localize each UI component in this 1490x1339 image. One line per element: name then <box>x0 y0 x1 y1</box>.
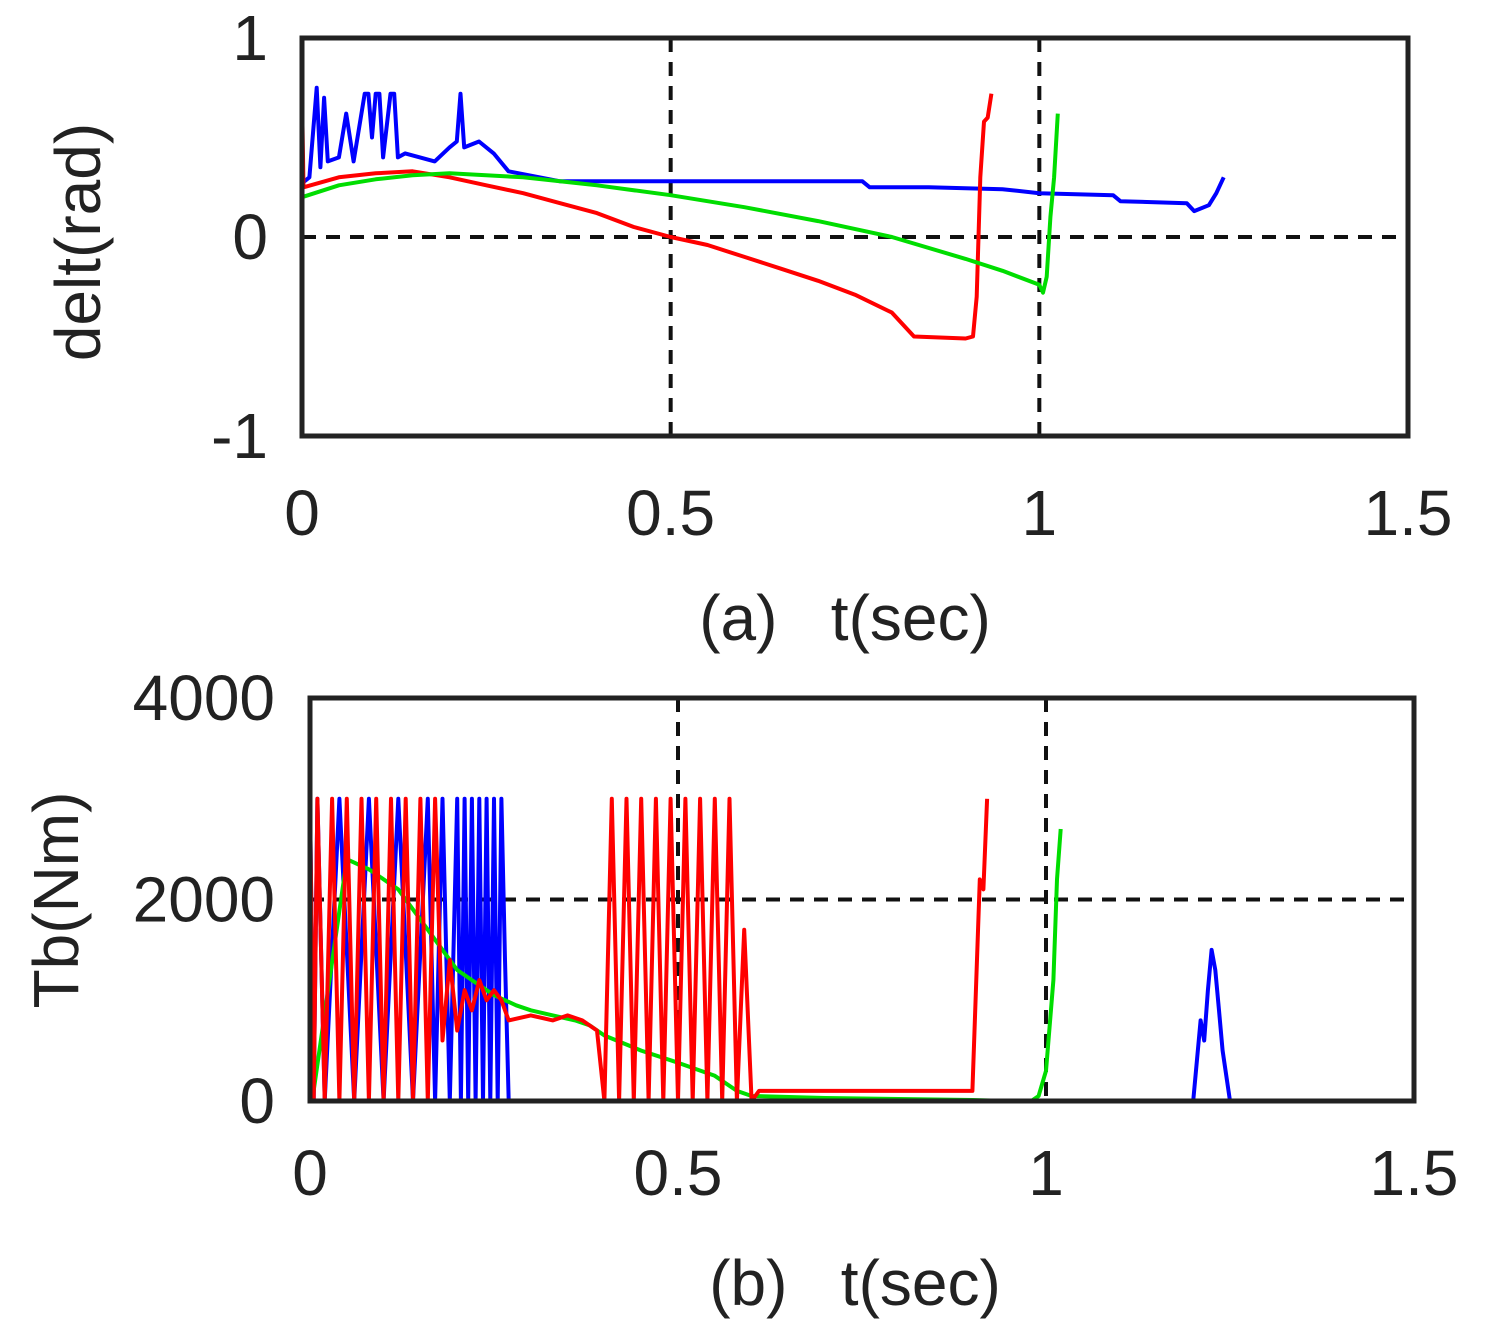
chart-b-caption: (b) t(sec) <box>709 1247 1001 1319</box>
chart-b-ytick-label: 4000 <box>133 662 275 734</box>
chart-a-xtick-label: 0 <box>284 477 320 549</box>
chart-a-ytick-label: 1 <box>232 2 268 74</box>
chart-b: 0 2000 4000 0 0.5 1 1.5 Tb(Nm) (b) t(sec) <box>20 662 1458 1319</box>
chart-a-series-2 <box>301 113 1060 295</box>
chart-a-caption: (a) t(sec) <box>699 582 991 654</box>
chart-b-series-0 <box>308 796 1238 1103</box>
chart-b-yticks: 0 2000 4000 <box>133 662 275 1137</box>
chart-a-ylabel: delt(rad) <box>42 123 114 361</box>
chart-a-series-1 <box>300 93 994 341</box>
chart-a-xtick-label: 1 <box>1022 477 1058 549</box>
chart-b-xtick-label: 1.5 <box>1370 1137 1459 1209</box>
chart-a-series-0 <box>300 85 1226 214</box>
chart-a-frame <box>299 35 1411 439</box>
chart-a-xticks: 0 0.5 1 1.5 <box>284 477 1452 549</box>
chart-b-xticks: 0 0.5 1 1.5 <box>292 1137 1458 1209</box>
chart-b-xtick-label: 0 <box>292 1137 328 1209</box>
chart-a-ytick-label: 0 <box>232 201 268 273</box>
chart-b-ytick-label: 2000 <box>133 864 275 936</box>
chart-b-ylabel: Tb(Nm) <box>20 792 92 1009</box>
chart-a-xtick-label: 1.5 <box>1364 477 1453 549</box>
chart-b-series <box>308 796 1238 1103</box>
chart-b-xtick-label: 0.5 <box>634 1137 723 1209</box>
chart-a-ytick-label: -1 <box>211 400 268 472</box>
chart-b-grid <box>310 698 1414 1101</box>
chart-a: -101 0 0.5 1 1.5 delt(rad) (a) t(sec) <box>42 2 1452 654</box>
chart-a-grid <box>302 38 1408 436</box>
chart-b-series-2 <box>308 796 990 1103</box>
chart-a-xtick-label: 0.5 <box>626 477 715 549</box>
chart-b-xtick-label: 1 <box>1028 1137 1064 1209</box>
chart-b-frame <box>307 695 1417 1104</box>
chart-a-yticks: -1 0 1 <box>211 2 268 472</box>
chart-a-series <box>300 85 1226 341</box>
chart-b-ytick-label: 0 <box>239 1065 275 1137</box>
